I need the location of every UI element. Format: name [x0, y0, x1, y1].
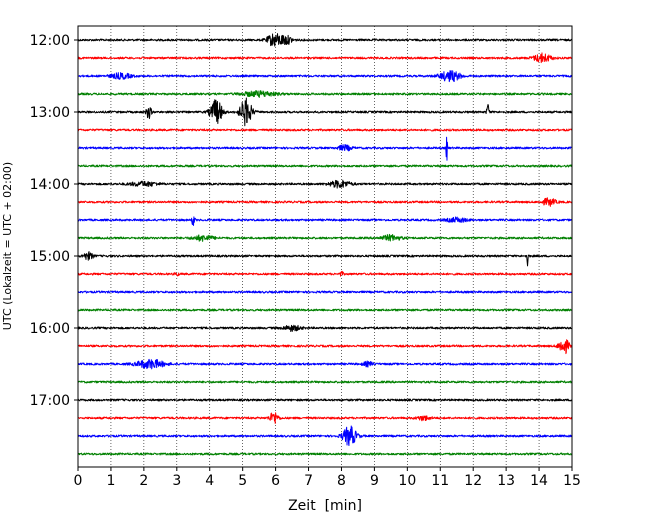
x-tick-label: 14: [530, 473, 548, 489]
y-tick-label: 15:00: [30, 249, 70, 265]
x-tick-label: 3: [172, 473, 181, 489]
trace-line: [77, 425, 573, 446]
trace-line: [77, 412, 573, 424]
y-axis-ticks: 12:00 13:00 14:00 15:00 16:00 17:00: [30, 33, 78, 409]
trace-line: [77, 251, 573, 267]
y-tick-label: 13:00: [30, 105, 70, 121]
y-tick-label: 16:00: [30, 321, 70, 337]
x-tick-label: 1: [106, 473, 115, 489]
trace-line: [77, 380, 573, 384]
x-tick-label: 11: [431, 473, 449, 489]
trace-line: [77, 452, 573, 456]
y-axis-label: UTC (Lokalzeit = UTC + 02:00): [1, 162, 14, 330]
x-tick-label: 9: [370, 473, 379, 489]
x-tick-label: 8: [337, 473, 346, 489]
x-axis-label: Zeit [min]: [288, 498, 362, 514]
trace-line: [77, 308, 573, 312]
x-tick-label: 10: [398, 473, 416, 489]
trace-line: [77, 398, 573, 402]
x-tick-label: 0: [74, 473, 83, 489]
seismic-traces: [77, 33, 573, 456]
trace-line: [77, 52, 573, 64]
x-tick-label: 15: [563, 473, 581, 489]
trace-line: [77, 179, 573, 189]
plot-frame: [77, 25, 573, 468]
x-tick-label: 7: [304, 473, 313, 489]
trace-line: [77, 197, 573, 207]
x-tick-label: 5: [238, 473, 247, 489]
trace-line: [77, 290, 573, 294]
x-tick-label: 2: [139, 473, 148, 489]
x-tick-label: 13: [497, 473, 515, 489]
y-tick-label: 14:00: [30, 177, 70, 193]
trace-line: [77, 136, 573, 161]
y-tick-label: 17:00: [30, 393, 70, 409]
x-tick-label: 4: [205, 473, 214, 489]
trace-line: [77, 358, 573, 370]
trace-line: [77, 97, 573, 127]
trace-line: [77, 339, 573, 355]
trace-line: [77, 128, 573, 132]
trace-line: [77, 90, 573, 98]
trace-line: [77, 324, 573, 333]
trace-line: [77, 33, 573, 47]
trace-line: [77, 216, 573, 226]
x-tick-label: 6: [271, 473, 280, 489]
trace-line: [77, 233, 573, 242]
trace-line: [77, 70, 573, 83]
x-tick-label: 12: [464, 473, 482, 489]
trace-line: [77, 270, 573, 277]
y-tick-label: 12:00: [30, 33, 70, 49]
trace-line: [77, 164, 573, 168]
x-axis-ticks: 0 1 2 3 4 5 6 7 8 9 10 11 12 13 14 15: [74, 467, 581, 489]
